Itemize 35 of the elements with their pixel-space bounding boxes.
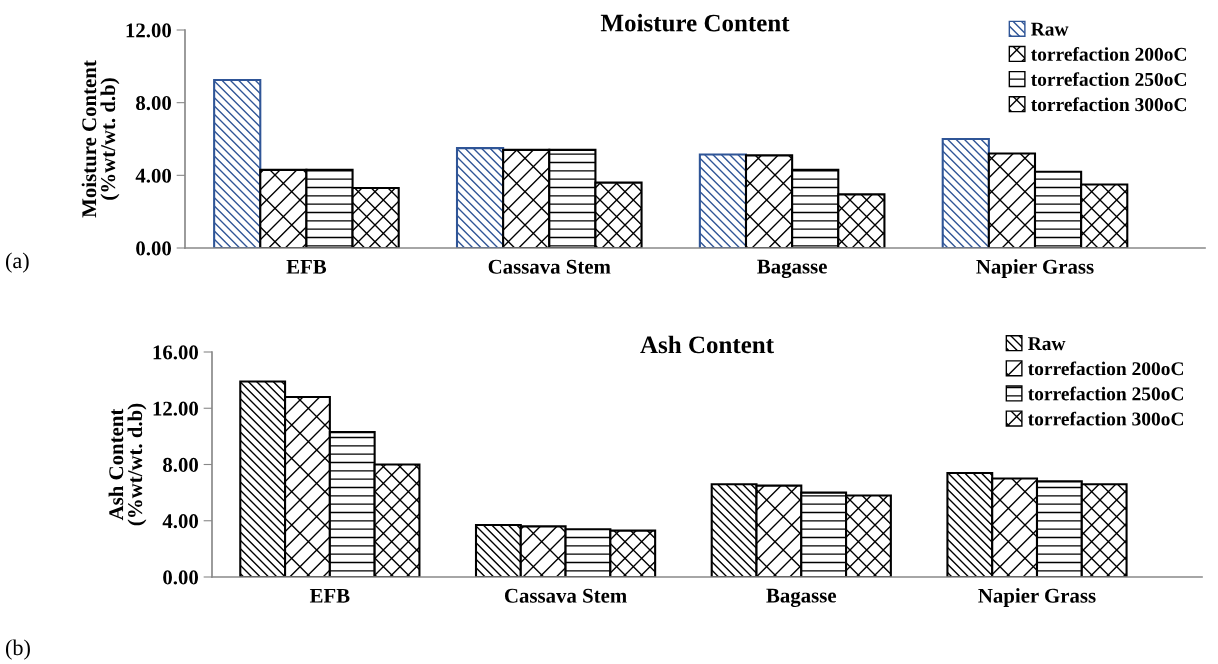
chart-title: Ash Content xyxy=(640,335,774,354)
legend-label: torrefaction 200oC xyxy=(1028,361,1184,376)
x-tick-label: Cassava Stem xyxy=(504,588,627,603)
y-tick-label: 12.00 xyxy=(153,401,199,416)
y-tick-label: 8.00 xyxy=(163,457,199,473)
text: (a) xyxy=(5,252,29,273)
legend-label: torrefaction 250oC xyxy=(1028,386,1184,401)
x-tick-label: EFB xyxy=(309,588,350,603)
x-tick-label: Napier Grass xyxy=(978,588,1096,607)
legend-label: torrefaction 300oC xyxy=(1031,97,1187,112)
bar xyxy=(941,137,990,248)
x-tick-label: Napier Grass xyxy=(976,259,1094,278)
legend-label: Raw xyxy=(1028,337,1066,351)
bar xyxy=(455,147,505,248)
y-tick-label: 0.00 xyxy=(163,570,199,585)
legend-label: torrefaction 300oC xyxy=(1028,411,1184,426)
bar xyxy=(213,78,262,248)
x-tick-label: Bagasse xyxy=(766,588,837,607)
legend-label: Raw xyxy=(1031,22,1069,36)
y-tick-label: 8.00 xyxy=(136,96,172,111)
y-tick-label: 16.00 xyxy=(153,345,199,360)
legend-label: torrefaction 250oC xyxy=(1031,72,1187,87)
y-tick-label: 0.00 xyxy=(136,241,172,256)
y-tick-label: 12.00 xyxy=(126,23,172,38)
text: (b) xyxy=(5,639,30,660)
y-axis-title: Ash Content (%wt/wt. d.b) xyxy=(108,403,147,526)
y-axis-title: Moisture Content (%wt/wt. d.b) xyxy=(81,60,120,218)
chart-title: Moisture Content xyxy=(600,13,790,32)
x-tick-label: Cassava Stem xyxy=(488,259,611,274)
y-tick-label: 4.00 xyxy=(135,168,172,183)
x-tick-label: EFB xyxy=(286,259,327,274)
y-tick-label: 4.00 xyxy=(162,514,199,529)
bar xyxy=(698,153,748,248)
legend-label: torrefaction 200oC xyxy=(1031,46,1187,61)
x-tick-label: Bagasse xyxy=(757,259,827,278)
